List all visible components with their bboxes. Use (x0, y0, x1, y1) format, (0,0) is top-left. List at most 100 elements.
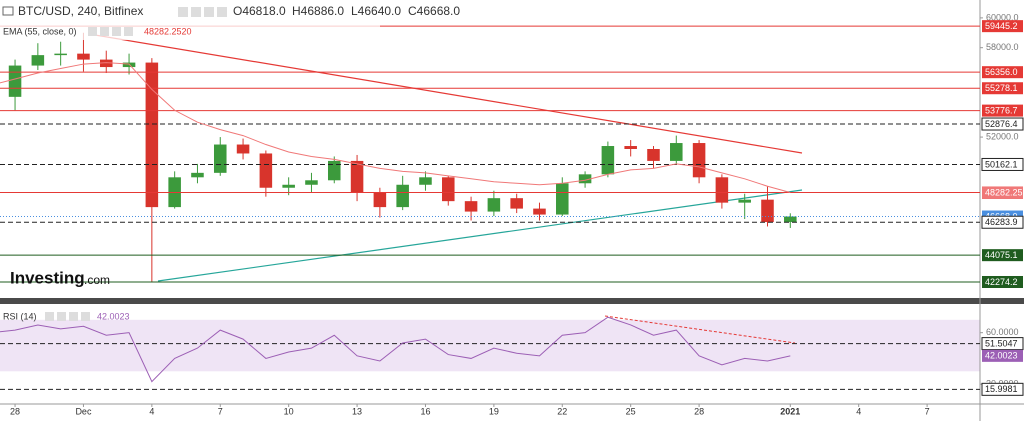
icon (204, 7, 214, 17)
candle-body (99, 59, 113, 68)
level-tag (981, 337, 1024, 351)
x-tick-label: 4 (856, 406, 861, 416)
level-label: 46283.9 (985, 217, 1018, 227)
candle-body (145, 62, 159, 208)
candle-body (213, 144, 227, 173)
candle-body (396, 184, 409, 208)
legend-icons (88, 27, 133, 36)
level-tag (982, 82, 1023, 95)
icon (191, 7, 201, 17)
legend-icons (45, 312, 90, 321)
level-label: 59445.2 (985, 21, 1018, 31)
x-tick-label: 2021 (780, 406, 800, 416)
x-tick-label: 19 (489, 406, 499, 416)
level-tag (981, 215, 1024, 229)
rsi-divergence-line (604, 315, 796, 344)
icon (100, 27, 109, 36)
icon (45, 312, 54, 321)
ohlc-open: O46818.0 (233, 4, 286, 18)
level-tag (981, 157, 1024, 171)
icon (112, 27, 121, 36)
x-tick-label: 10 (284, 406, 294, 416)
level-tag (982, 20, 1023, 33)
candle-body (350, 160, 364, 193)
candle-body (373, 192, 387, 208)
x-tick-label: 13 (352, 406, 362, 416)
x-tick-label: 16 (420, 406, 430, 416)
candle-body (305, 180, 318, 185)
plot-layer: 60000.058000.052000.060.000020.000028Dec… (0, 12, 1024, 416)
candle-body (54, 53, 67, 56)
ohlc-low: L46640.0 (351, 4, 401, 18)
level-tag (982, 66, 1023, 79)
rsi-line (0, 316, 791, 383)
candle-body (578, 174, 592, 184)
level-label: 52876.4 (985, 119, 1018, 129)
candle-body (191, 172, 204, 178)
level-tag (981, 117, 1024, 131)
candle-body (510, 198, 523, 209)
candle-body (670, 143, 683, 161)
trend-line-red (94, 34, 803, 154)
candle-body (8, 65, 22, 97)
value-tag-label: 42.0023 (985, 351, 1018, 361)
x-tick-label: 7 (218, 406, 223, 416)
level-label: 50162.1 (985, 159, 1018, 169)
candle-body (259, 153, 273, 188)
candle-body (692, 143, 706, 178)
x-tick-label: 28 (10, 406, 20, 416)
icon (178, 7, 188, 17)
trend-line-teal (157, 189, 803, 282)
level-label: 55278.1 (985, 83, 1018, 93)
x-tick-label: 28 (694, 406, 704, 416)
logo-suffix: .com (84, 273, 110, 287)
y-tick-label: 60000.0 (986, 12, 1019, 22)
y-tick-label: 52000.0 (986, 131, 1019, 141)
x-tick-label: 22 (557, 406, 567, 416)
legend-backdrop (0, 0, 380, 40)
x-tick-label: Dec (75, 406, 92, 416)
candle-body (442, 177, 455, 202)
ema-value: 48282.2520 (144, 26, 192, 36)
x-tick-label: 7 (925, 406, 930, 416)
icon (69, 312, 78, 321)
icon (217, 7, 227, 17)
rsi-band (0, 319, 980, 372)
level-label: 44075.1 (985, 250, 1018, 260)
candle-body (556, 183, 569, 215)
ohlc-close: C46668.0 (408, 4, 460, 18)
ema-legend: EMA (55, close, 0) (3, 26, 77, 36)
candle-body (624, 146, 637, 149)
y-tick-label: 60.0000 (986, 327, 1019, 337)
legend-icons (178, 7, 227, 17)
level-tag (982, 104, 1023, 117)
candle-body (533, 208, 546, 215)
level-label: 53776.7 (985, 105, 1018, 115)
candle-body (327, 160, 341, 181)
ema-line (0, 62, 791, 193)
value-tag (982, 349, 1023, 362)
pane-separator (0, 298, 1024, 304)
candle-body (738, 199, 751, 203)
level-tag (982, 275, 1023, 288)
candle-body (715, 177, 729, 203)
icon (124, 27, 133, 36)
level-label: 51.5047 (985, 338, 1018, 348)
candle-body (487, 198, 501, 212)
y-tick-label: 58000.0 (986, 42, 1019, 52)
x-tick-label: 25 (626, 406, 636, 416)
ohlc-high: H46886.0 (292, 4, 344, 18)
rsi-legend: RSI (14) (3, 311, 37, 321)
value-tag-label: 48282.2520 (985, 187, 1024, 197)
level-tag (982, 249, 1023, 262)
icon (57, 312, 66, 321)
symbol-title: BTC/USD, 240, Bitfinex (18, 4, 143, 18)
collapse-icon (2, 6, 14, 16)
logo-name: Investing (10, 268, 85, 287)
x-tick-label: 4 (149, 406, 154, 416)
candle-body (236, 144, 250, 154)
candle-body (464, 201, 478, 212)
level-label: 56356.0 (985, 67, 1018, 77)
icon (88, 27, 97, 36)
candle-body (761, 199, 774, 223)
